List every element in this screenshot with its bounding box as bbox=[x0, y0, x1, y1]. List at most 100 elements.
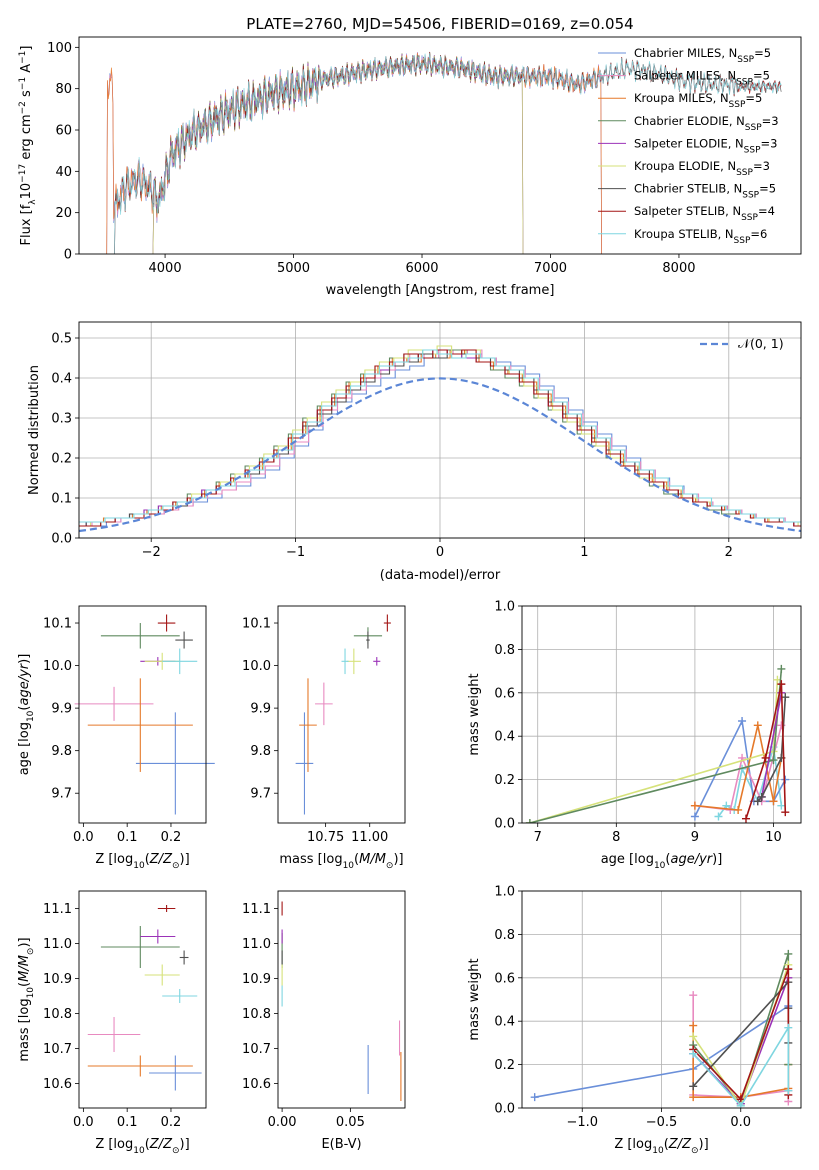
x-tick-label: 0.2 bbox=[161, 830, 182, 845]
axes-frame bbox=[78, 605, 207, 824]
legend-label: Kroupa ELODIE, NSSP=3 bbox=[634, 159, 770, 178]
y-axis-label: mass [log10(M/M⊙)] bbox=[17, 937, 36, 1061]
spectrum-line bbox=[152, 53, 524, 254]
y-tick-label: 9.8 bbox=[51, 744, 72, 759]
axes-frame bbox=[277, 890, 406, 1109]
weight_vs_Z-plot-area bbox=[530, 949, 793, 1108]
y-tick-label: 10.9 bbox=[242, 972, 271, 987]
x-tick-label: 2 bbox=[725, 545, 733, 560]
axes-frame bbox=[78, 36, 802, 255]
spectrum-legend: Chabrier MILES, NSSP=5 Salpeter MILES, NS… bbox=[598, 46, 779, 246]
weight-marker bbox=[689, 1082, 698, 1091]
spectrum-line bbox=[113, 53, 782, 254]
x-tick-label: 10.75 bbox=[307, 830, 344, 845]
x-tick-label: 0.05 bbox=[336, 1115, 365, 1130]
y-tick-label: 10.8 bbox=[43, 1007, 72, 1022]
x-tick-label: 8000 bbox=[662, 261, 695, 276]
weight_vs_Z-chart: −1.0 −0.5 0.0 0.0 0.2 0.4 0.6 0.8 1.0 Z [log10(Z/… bbox=[467, 885, 802, 1156]
weight-marker bbox=[781, 693, 790, 702]
weight-marker bbox=[690, 801, 699, 810]
weight-marker bbox=[769, 756, 778, 765]
x-tick-label: 1 bbox=[580, 545, 588, 560]
weight-marker bbox=[769, 797, 778, 806]
legend-label: Chabrier ELODIE, NSSP=3 bbox=[634, 114, 779, 133]
weight-marker bbox=[690, 812, 699, 821]
y-tick-label: 0.0 bbox=[494, 817, 515, 832]
y-tick-label: 11.1 bbox=[242, 902, 271, 917]
weight-marker bbox=[784, 1086, 793, 1095]
y-tick-label: 0.6 bbox=[494, 971, 515, 986]
weight-marker bbox=[689, 1021, 698, 1030]
weight-marker bbox=[714, 812, 723, 821]
y-axis-label: mass weight bbox=[467, 673, 482, 755]
mass_vs_Z-chart: 0.0 0.1 0.2 10.6 10.7 10.8 10.9 11.0 11.1 Z [log1… bbox=[17, 890, 207, 1156]
axes-frame bbox=[277, 605, 406, 824]
weight-marker bbox=[781, 808, 790, 817]
weight-marker bbox=[777, 664, 786, 673]
y-tick-label: 10.9 bbox=[43, 972, 72, 987]
y-axis-label: mass weight bbox=[467, 958, 482, 1040]
y-tick-label: 9.9 bbox=[51, 702, 72, 717]
spectrum-plot-area bbox=[106, 51, 782, 254]
y-tick-label: 0.0 bbox=[494, 1102, 515, 1117]
weight-marker bbox=[777, 680, 786, 689]
y-tick-label: 0.8 bbox=[494, 928, 515, 943]
age_vs_mass-chart: 10.75 11.00 9.7 9.8 9.9 10.0 10.1 mass [log10(M… bbox=[242, 605, 406, 871]
x-tick-label: 0 bbox=[436, 545, 444, 560]
x-axis-label: E(B-V) bbox=[321, 1137, 361, 1152]
y-tick-label: 0.2 bbox=[494, 773, 515, 788]
y-tick-label: 9.9 bbox=[250, 702, 271, 717]
weight_vs_age-grid bbox=[522, 605, 801, 824]
x-tick-label: 4000 bbox=[149, 261, 182, 276]
weight-marker bbox=[757, 792, 766, 801]
legend-label: 𝒩(0, 1) bbox=[738, 336, 784, 351]
legend-label: Salpeter STELIB, NSSP=4 bbox=[634, 204, 775, 223]
y-tick-label: 0.0 bbox=[51, 532, 72, 547]
y-tick-label: 20 bbox=[55, 206, 72, 221]
y-tick-label: 11.1 bbox=[43, 902, 72, 917]
spectrum-title: PLATE=2760, MJD=54506, FIBERID=0169, z=0… bbox=[246, 15, 633, 33]
weight-marker bbox=[689, 991, 698, 1000]
y-tick-label: 0.4 bbox=[51, 372, 72, 387]
x-tick-label: 0.1 bbox=[117, 830, 138, 845]
weight-marker bbox=[753, 721, 762, 730]
y-axis-label: Flux [fλ10−17 erg cm−2 s−1 A−1] bbox=[18, 46, 38, 246]
y-tick-label: 0.4 bbox=[494, 730, 515, 745]
weight-marker bbox=[734, 805, 743, 814]
weight-marker bbox=[689, 1049, 698, 1058]
legend-label: Salpeter MILES, NSSP=5 bbox=[634, 69, 770, 88]
x-tick-label: 11.00 bbox=[351, 830, 388, 845]
axes-frame bbox=[78, 321, 802, 539]
y-tick-label: 1.0 bbox=[494, 600, 515, 615]
weight-marker bbox=[761, 753, 770, 762]
weight-marker bbox=[689, 1032, 698, 1041]
weight-series bbox=[694, 725, 783, 811]
weight-marker bbox=[525, 819, 534, 823]
x-axis-label: Z [log10(Z/Z⊙)] bbox=[614, 1137, 708, 1156]
weight-marker bbox=[689, 1093, 698, 1102]
x-axis-label: age [log10(age/yr)] bbox=[601, 852, 723, 871]
weight-series bbox=[694, 725, 783, 811]
y-tick-label: 0.2 bbox=[494, 1058, 515, 1073]
weight-marker bbox=[781, 775, 790, 784]
x-axis-label: Z [log10(Z/Z⊙)] bbox=[95, 1137, 189, 1156]
legend-label: Kroupa MILES, NSSP=5 bbox=[634, 91, 762, 110]
x-axis-label: mass [log10(M/M⊙)] bbox=[279, 852, 403, 871]
weight-marker bbox=[738, 717, 747, 726]
y-tick-label: 11.0 bbox=[43, 937, 72, 952]
y-axis-label: age [log10(age/yr)] bbox=[17, 654, 36, 776]
weight-series bbox=[529, 668, 783, 823]
weight-marker bbox=[753, 797, 762, 806]
weight-marker bbox=[784, 965, 793, 974]
x-tick-label: 7 bbox=[534, 830, 542, 845]
y-tick-label: 0.4 bbox=[494, 1015, 515, 1030]
weight-marker bbox=[736, 1101, 745, 1108]
y-tick-label: 10.7 bbox=[43, 1042, 72, 1057]
weight-marker bbox=[530, 1093, 539, 1102]
y-tick-label: 10.7 bbox=[242, 1042, 271, 1057]
y-tick-label: 0.1 bbox=[51, 492, 72, 507]
y-tick-label: 0.3 bbox=[51, 412, 72, 427]
y-tick-label: 9.7 bbox=[51, 787, 72, 802]
y-tick-label: 60 bbox=[55, 124, 72, 139]
axes-frame bbox=[521, 605, 802, 824]
